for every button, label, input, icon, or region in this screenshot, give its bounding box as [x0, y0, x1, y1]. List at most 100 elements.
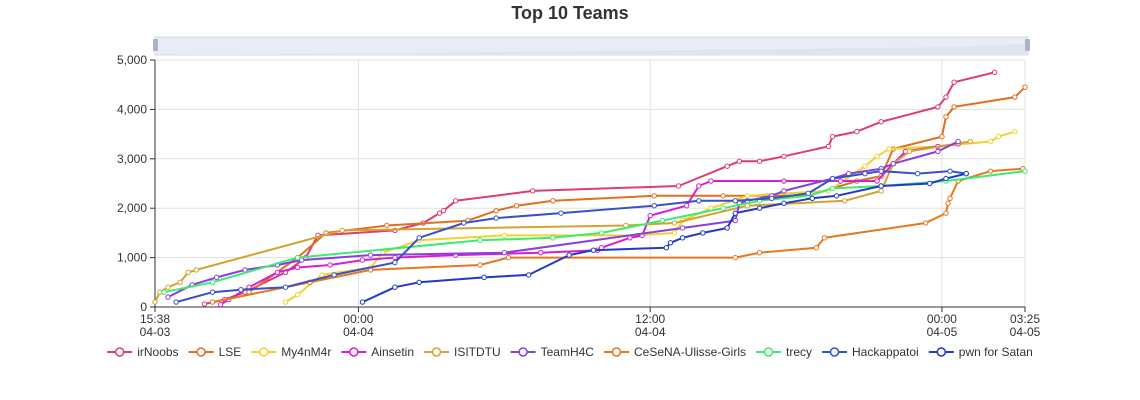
data-point: [890, 161, 897, 167]
legend-item[interactable]: irNoobs: [107, 345, 179, 359]
x-tick-date: 04-05: [1010, 325, 1041, 339]
x-tick-time: 00:00: [927, 312, 957, 326]
data-point: [829, 185, 836, 192]
data-point: [987, 168, 994, 174]
zoom-slider-preview: [155, 44, 1028, 55]
data-point: [906, 148, 913, 155]
data-point: [493, 207, 499, 214]
data-point: [967, 138, 973, 145]
data-point: [781, 153, 787, 160]
series-layer: [152, 69, 1028, 308]
data-point: [193, 267, 200, 273]
legend-item[interactable]: Hackappatoi: [822, 345, 919, 359]
data-point: [566, 252, 572, 258]
data-point: [821, 235, 828, 241]
data-point: [769, 195, 775, 202]
data-point: [359, 257, 366, 263]
data-point: [829, 175, 836, 182]
data-point: [177, 279, 183, 285]
legend-item[interactable]: Ainsetin: [341, 345, 414, 359]
data-point: [209, 299, 216, 305]
series-line: [212, 167, 1024, 304]
data-point: [392, 259, 398, 266]
legend-marker-icon: [611, 347, 622, 357]
data-point: [732, 210, 738, 216]
data-point: [440, 207, 447, 214]
data-point: [923, 220, 929, 226]
y-tick-label: 2,000: [117, 201, 147, 215]
y-tick-label: 5,000: [117, 53, 147, 67]
data-point: [829, 133, 836, 140]
data-point: [481, 274, 487, 281]
data-point: [1022, 168, 1028, 174]
data-point: [781, 200, 787, 206]
data-point: [987, 138, 994, 145]
data-point: [461, 220, 467, 226]
data-point: [943, 114, 949, 120]
data-point: [947, 195, 953, 202]
legend-marker-icon: [349, 347, 359, 357]
data-point: [152, 299, 158, 305]
legend-item[interactable]: TeamH4C: [510, 345, 595, 359]
data-point: [501, 232, 507, 239]
data-point: [274, 269, 281, 276]
data-point: [813, 245, 820, 251]
legend-item[interactable]: My4nM4r: [251, 345, 331, 359]
data-point: [671, 230, 678, 236]
data-point: [392, 254, 398, 261]
legend-item[interactable]: ISITDTU: [424, 345, 501, 359]
data-point: [833, 193, 840, 199]
data-point: [732, 217, 738, 224]
data-point: [477, 262, 483, 268]
zoom-handle-left[interactable]: [153, 39, 158, 51]
y-tick-label: 4,000: [117, 102, 147, 116]
data-point: [947, 168, 953, 174]
zoom-handle-right[interactable]: [1025, 39, 1030, 51]
legend-item[interactable]: trecy: [756, 345, 812, 359]
data-point: [529, 188, 536, 194]
legend-label: irNoobs: [137, 345, 178, 359]
series-trecy: [161, 168, 1028, 295]
data-point: [951, 79, 957, 85]
data-point: [943, 210, 949, 216]
x-tick-time: 00:00: [343, 312, 373, 326]
legend-item[interactable]: pwn for Satan: [928, 345, 1033, 359]
data-point: [874, 178, 880, 184]
series-irnoobs: [201, 69, 998, 307]
series-hackappatoi: [173, 168, 969, 305]
data-point: [720, 205, 726, 211]
data-point: [809, 195, 815, 202]
data-point: [327, 262, 333, 268]
data-zoom-slider[interactable]: [153, 36, 1030, 56]
data-point: [538, 249, 544, 256]
data-point: [659, 217, 666, 224]
series-pwn-for-satan: [359, 170, 969, 305]
data-point: [708, 178, 714, 184]
data-point: [367, 252, 374, 258]
data-point: [452, 198, 459, 204]
legend-marker-icon: [829, 347, 840, 357]
data-point: [1012, 94, 1018, 100]
data-point: [550, 198, 556, 204]
data-point: [781, 178, 787, 184]
data-point: [384, 222, 390, 229]
data-point: [201, 301, 208, 307]
data-point: [862, 170, 868, 177]
data-point: [696, 198, 702, 204]
data-point: [939, 133, 945, 140]
legend-label: Hackappatoi: [852, 345, 919, 359]
data-point: [416, 279, 422, 285]
data-point: [165, 294, 171, 300]
data-point: [339, 227, 345, 234]
legend-marker-icon: [196, 347, 206, 357]
data-point: [914, 170, 921, 177]
legend-marker-icon: [114, 347, 125, 357]
data-point: [238, 287, 244, 293]
legend-item[interactable]: CeSeNA-Ulisse-Girls: [604, 345, 746, 359]
data-point: [756, 158, 763, 164]
legend-item[interactable]: LSE: [188, 345, 242, 359]
series-line: [204, 71, 995, 305]
data-point: [1012, 128, 1018, 135]
